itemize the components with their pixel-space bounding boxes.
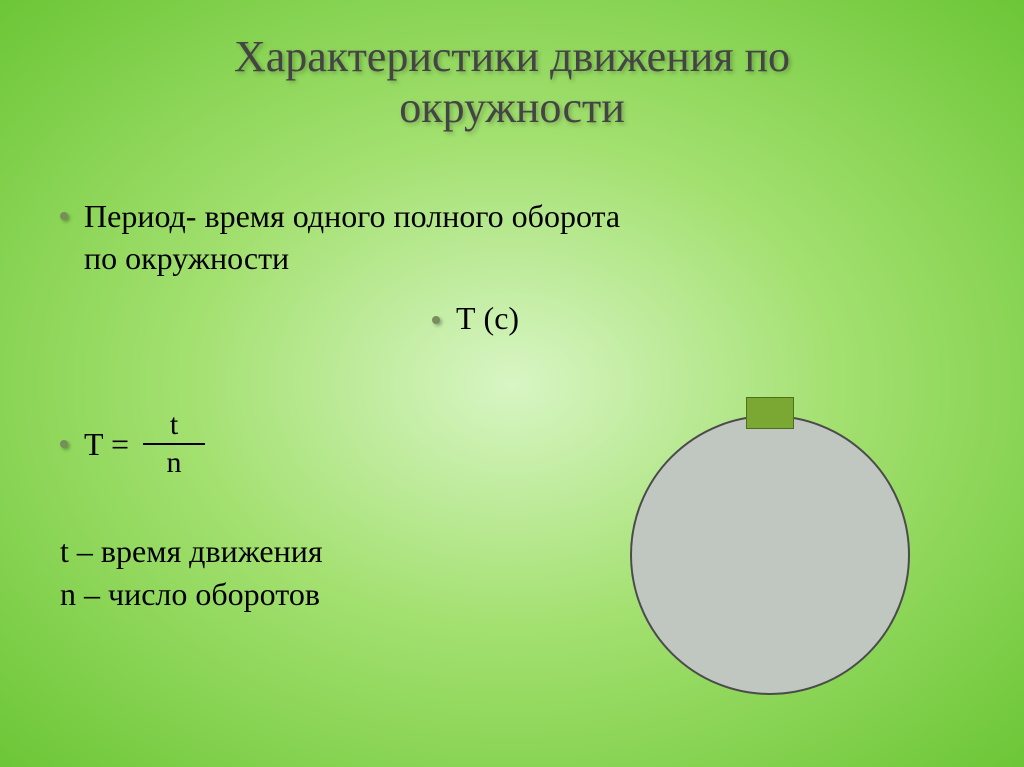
diagram	[0, 0, 1024, 767]
marker-shape	[746, 397, 794, 429]
circle-shape	[630, 415, 910, 695]
